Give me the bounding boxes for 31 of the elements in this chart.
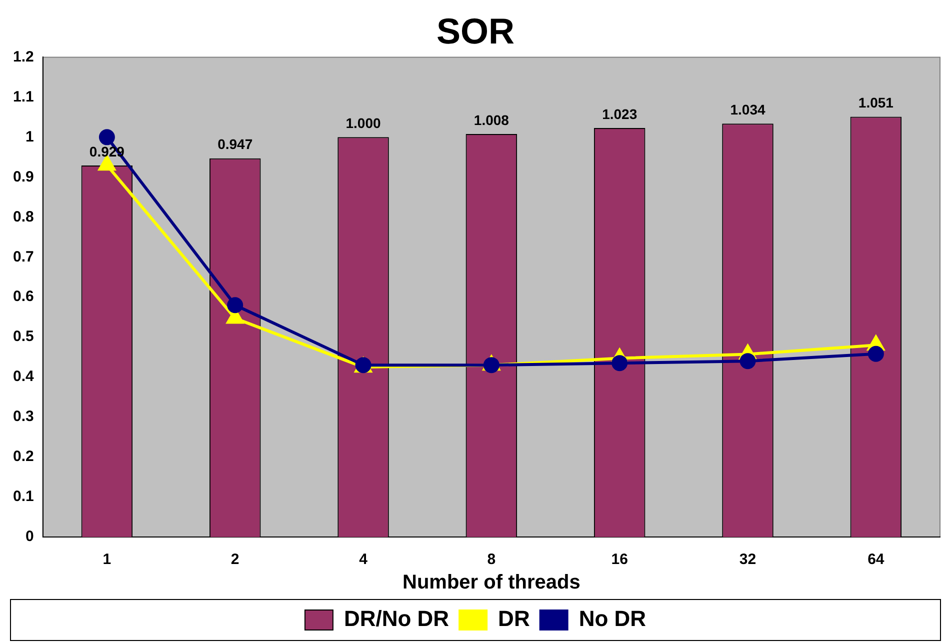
legend-label: DR <box>498 606 530 632</box>
x-axis-title: Number of threads <box>402 572 580 594</box>
legend-label: DR/No DR <box>344 606 450 632</box>
x-tick-label: 8 <box>487 551 496 568</box>
y-tick-label: 0.4 <box>12 368 34 386</box>
data-label: 1.034 <box>730 101 766 118</box>
y-tick-label: 1.1 <box>12 88 34 106</box>
y-tick-label: 0.1 <box>12 488 34 506</box>
y-tick-label: 1.2 <box>12 48 34 66</box>
y-tick-label: 0.6 <box>12 288 34 306</box>
x-tick-label: 1 <box>102 551 112 568</box>
y-tick-label: 1 <box>26 128 34 146</box>
x-tick-label: 16 <box>611 551 628 568</box>
data-label: 1.008 <box>474 112 510 128</box>
y-tick-label: 0.7 <box>12 248 34 266</box>
y-tick-label: 0.8 <box>12 208 34 226</box>
y-tick-label: 0.5 <box>12 328 34 346</box>
x-tick-label: 4 <box>359 551 368 568</box>
data-label: 1.023 <box>602 106 638 122</box>
data-label: 1.000 <box>346 115 381 132</box>
legend-label: No DR <box>578 606 646 632</box>
y-tick-label: 0.2 <box>12 448 34 466</box>
chart-title: SOR <box>436 10 515 52</box>
data-label: 1.051 <box>858 94 894 111</box>
y-tick-label: 0 <box>26 528 34 546</box>
x-tick-label: 64 <box>868 551 885 568</box>
data-label: 0.947 <box>218 136 253 152</box>
x-tick-label: 32 <box>739 551 756 568</box>
y-tick-label: 0.9 <box>12 168 34 186</box>
y-tick-label: 0.3 <box>12 408 34 426</box>
x-tick-label: 2 <box>230 551 240 568</box>
